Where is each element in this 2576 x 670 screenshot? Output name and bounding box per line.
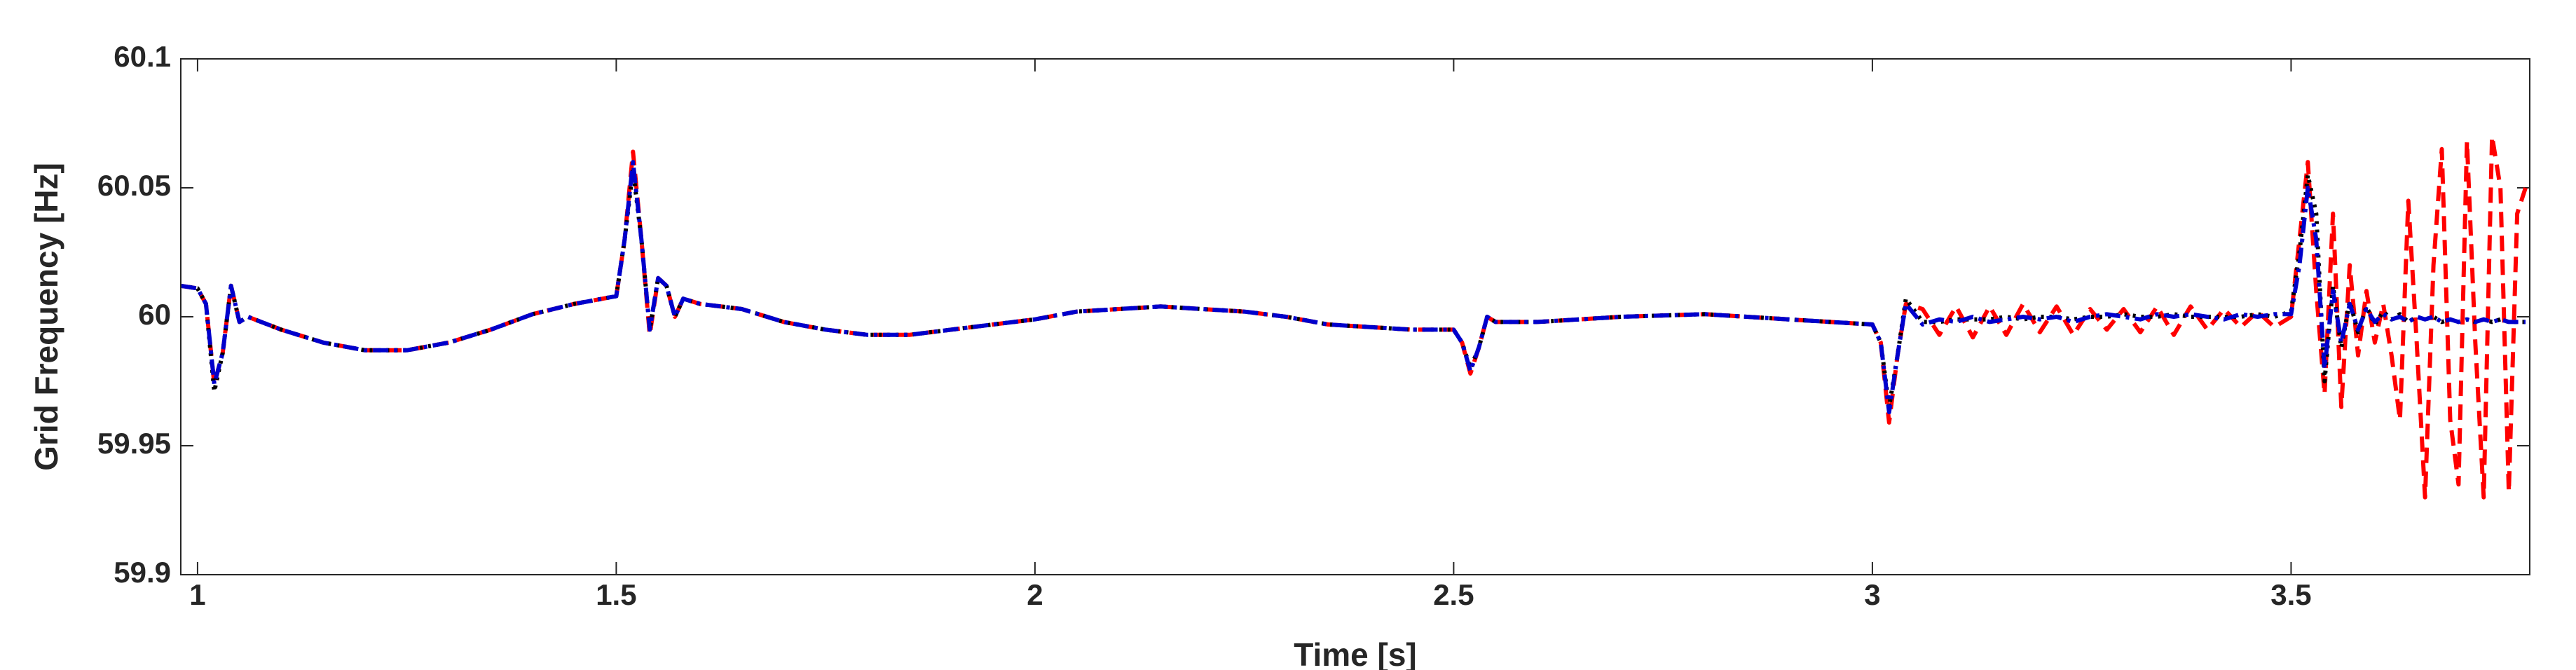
x-axis-label: Time [s] <box>1294 636 1417 670</box>
series-line <box>180 168 2526 409</box>
plot-frame <box>180 58 2530 575</box>
y-tick-label: 59.95 <box>97 427 171 460</box>
y-tick-label: 60.05 <box>97 169 171 202</box>
y-tick-label: 60 <box>138 298 171 331</box>
y-axis-label: Grid Frequency [Hz] <box>28 163 64 471</box>
series-line <box>180 160 2526 415</box>
x-tick-label: 1 <box>189 578 205 611</box>
x-tick-label: 3 <box>1864 578 1880 611</box>
x-tick-label: 1.5 <box>596 578 636 611</box>
x-tick-label: 3.5 <box>2270 578 2311 611</box>
x-tick-label: 2 <box>1027 578 1043 611</box>
y-tick-label: 60.1 <box>114 40 171 73</box>
y-tick-label: 59.9 <box>114 556 171 589</box>
series-line <box>180 134 2528 500</box>
x-tick-label: 2.5 <box>1433 578 1474 611</box>
